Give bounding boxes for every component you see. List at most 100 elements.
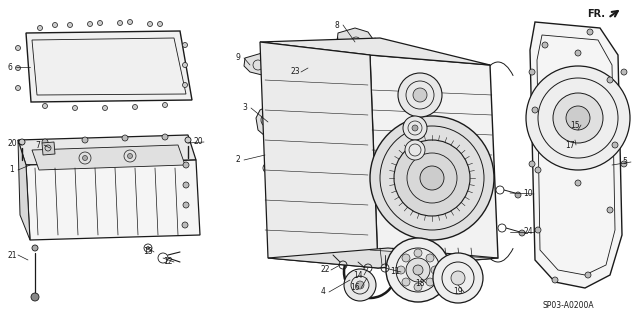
Circle shape xyxy=(15,65,20,70)
Polygon shape xyxy=(26,31,192,102)
Circle shape xyxy=(426,278,434,286)
Circle shape xyxy=(386,238,450,302)
Circle shape xyxy=(413,88,427,102)
Circle shape xyxy=(403,116,427,140)
Polygon shape xyxy=(337,28,375,56)
Circle shape xyxy=(607,77,613,83)
Text: SP03-A0200A: SP03-A0200A xyxy=(542,300,594,309)
Text: 19: 19 xyxy=(453,287,463,296)
Circle shape xyxy=(122,135,128,141)
Circle shape xyxy=(118,20,122,26)
Circle shape xyxy=(52,23,58,27)
Circle shape xyxy=(42,103,47,108)
Text: 10: 10 xyxy=(523,189,533,198)
Circle shape xyxy=(182,63,188,68)
Circle shape xyxy=(162,134,168,140)
Circle shape xyxy=(519,230,525,236)
Circle shape xyxy=(42,139,48,145)
Circle shape xyxy=(526,66,630,170)
Circle shape xyxy=(406,258,430,282)
Circle shape xyxy=(38,26,42,31)
Circle shape xyxy=(147,247,150,249)
Text: 18: 18 xyxy=(415,278,425,287)
Circle shape xyxy=(127,19,132,25)
Circle shape xyxy=(414,283,422,291)
Circle shape xyxy=(535,167,541,173)
Text: 12: 12 xyxy=(163,257,173,266)
Polygon shape xyxy=(268,248,498,268)
Polygon shape xyxy=(260,42,378,268)
Circle shape xyxy=(183,162,189,168)
Circle shape xyxy=(132,105,138,109)
Circle shape xyxy=(182,83,188,87)
Circle shape xyxy=(102,106,108,110)
Text: 13: 13 xyxy=(143,248,153,256)
Circle shape xyxy=(412,125,418,131)
Text: FR.: FR. xyxy=(587,9,605,19)
Text: 4: 4 xyxy=(321,287,325,296)
Circle shape xyxy=(542,42,548,48)
Circle shape xyxy=(587,29,593,35)
Circle shape xyxy=(426,254,434,262)
Circle shape xyxy=(67,23,72,27)
Text: 21: 21 xyxy=(7,250,17,259)
Circle shape xyxy=(157,21,163,26)
Circle shape xyxy=(397,266,405,274)
Circle shape xyxy=(72,106,77,110)
Circle shape xyxy=(82,137,88,143)
Circle shape xyxy=(607,207,613,213)
Polygon shape xyxy=(530,22,622,288)
Circle shape xyxy=(185,137,191,143)
Circle shape xyxy=(585,272,591,278)
Polygon shape xyxy=(18,135,196,165)
Circle shape xyxy=(621,69,627,75)
Circle shape xyxy=(420,166,444,190)
Text: 9: 9 xyxy=(236,54,241,63)
Circle shape xyxy=(398,73,442,117)
Circle shape xyxy=(575,180,581,186)
Circle shape xyxy=(356,281,364,289)
Circle shape xyxy=(15,46,20,50)
Text: 15: 15 xyxy=(570,121,580,130)
Text: 2: 2 xyxy=(236,155,241,165)
Circle shape xyxy=(529,69,535,75)
Circle shape xyxy=(31,293,39,301)
Text: 17: 17 xyxy=(565,140,575,150)
Polygon shape xyxy=(26,160,200,240)
Circle shape xyxy=(532,107,538,113)
Circle shape xyxy=(97,20,102,26)
Circle shape xyxy=(19,139,25,145)
Text: 23: 23 xyxy=(290,68,300,77)
Circle shape xyxy=(88,21,93,26)
Circle shape xyxy=(127,153,132,159)
Circle shape xyxy=(32,245,38,251)
Circle shape xyxy=(402,254,410,262)
Circle shape xyxy=(402,278,410,286)
Circle shape xyxy=(183,182,189,188)
Text: 20: 20 xyxy=(7,138,17,147)
Text: 1: 1 xyxy=(10,166,14,174)
Text: 6: 6 xyxy=(8,63,12,71)
Circle shape xyxy=(147,21,152,26)
Circle shape xyxy=(566,106,590,130)
Circle shape xyxy=(370,116,494,240)
Circle shape xyxy=(83,155,88,160)
Text: 3: 3 xyxy=(243,103,248,113)
Text: 5: 5 xyxy=(623,158,627,167)
Polygon shape xyxy=(260,38,490,65)
Polygon shape xyxy=(256,105,280,136)
Text: 20: 20 xyxy=(193,137,203,146)
Circle shape xyxy=(552,277,558,283)
Circle shape xyxy=(413,265,423,275)
Polygon shape xyxy=(42,142,55,155)
Circle shape xyxy=(414,249,422,257)
Text: 24: 24 xyxy=(523,227,533,236)
Circle shape xyxy=(431,266,439,274)
Text: 14: 14 xyxy=(353,271,363,279)
Text: 11: 11 xyxy=(390,268,400,277)
Circle shape xyxy=(621,161,627,167)
Polygon shape xyxy=(32,145,185,170)
Polygon shape xyxy=(244,53,272,75)
Text: 8: 8 xyxy=(335,20,339,29)
Circle shape xyxy=(535,227,541,233)
